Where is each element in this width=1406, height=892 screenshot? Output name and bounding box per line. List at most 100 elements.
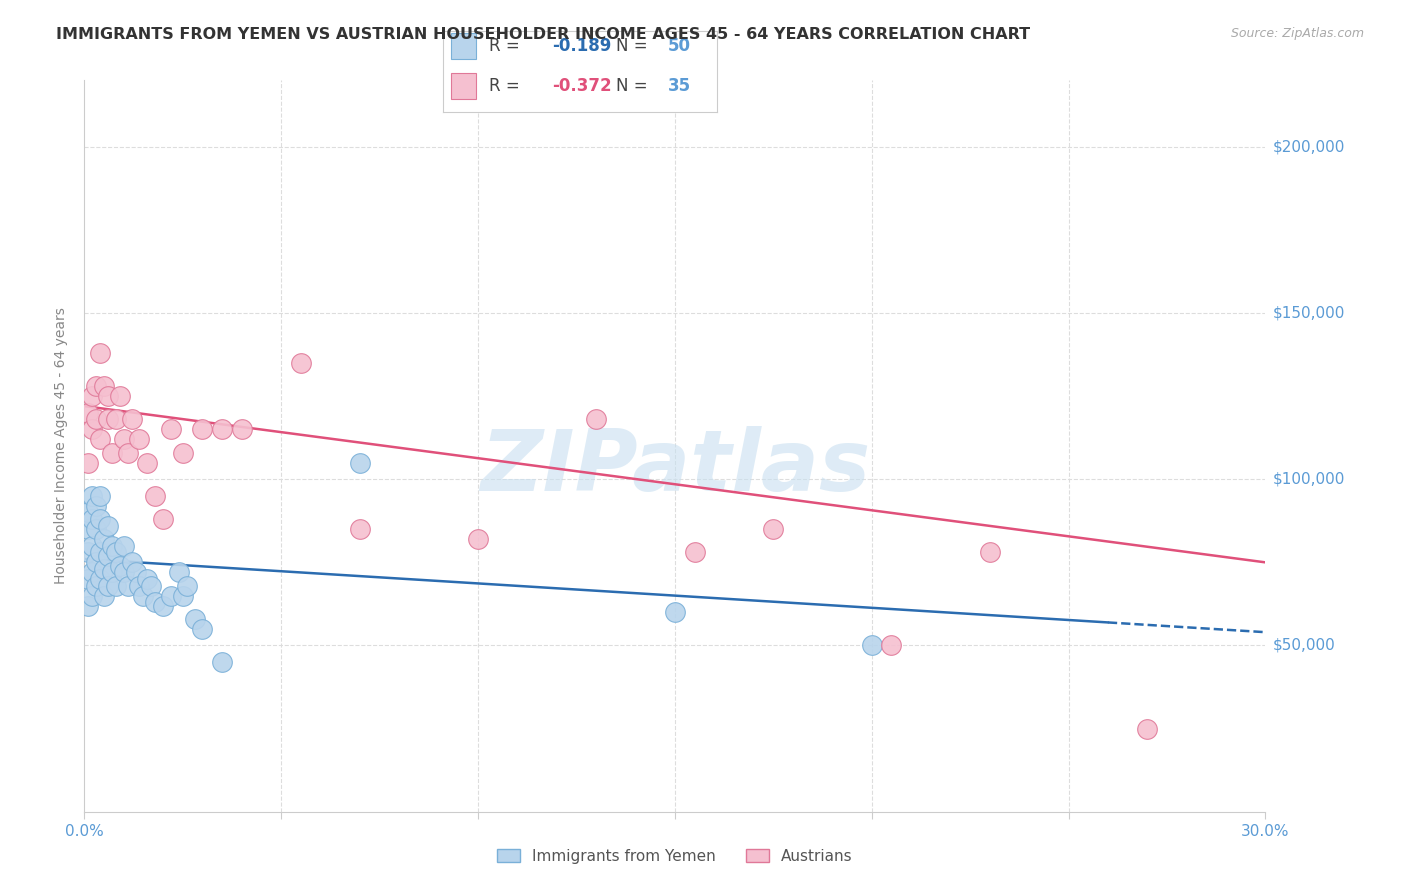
Point bbox=[167, 566, 190, 580]
Point bbox=[979, 545, 1001, 559]
Text: $50,000: $50,000 bbox=[1272, 638, 1336, 653]
Point bbox=[82, 566, 104, 580]
Point bbox=[141, 579, 163, 593]
Point bbox=[89, 512, 111, 526]
Point bbox=[152, 512, 174, 526]
Point bbox=[176, 579, 198, 593]
Point bbox=[82, 539, 104, 553]
Point bbox=[84, 379, 107, 393]
Point bbox=[160, 422, 183, 436]
Point bbox=[683, 545, 706, 559]
Point bbox=[104, 579, 127, 593]
Text: $100,000: $100,000 bbox=[1272, 472, 1344, 487]
Legend: Immigrants from Yemen, Austrians: Immigrants from Yemen, Austrians bbox=[491, 843, 859, 870]
Text: ZIPatlas: ZIPatlas bbox=[479, 426, 870, 509]
Point bbox=[108, 389, 131, 403]
Point bbox=[152, 599, 174, 613]
Text: N =: N = bbox=[616, 37, 647, 54]
Point bbox=[136, 572, 159, 586]
Point bbox=[82, 512, 104, 526]
Text: IMMIGRANTS FROM YEMEN VS AUSTRIAN HOUSEHOLDER INCOME AGES 45 - 64 YEARS CORRELAT: IMMIGRANTS FROM YEMEN VS AUSTRIAN HOUSEH… bbox=[56, 27, 1031, 42]
Point bbox=[77, 572, 100, 586]
Point bbox=[191, 622, 214, 636]
Point bbox=[101, 566, 124, 580]
Point bbox=[93, 379, 115, 393]
Point bbox=[84, 522, 107, 536]
Point bbox=[101, 445, 124, 459]
Point bbox=[97, 549, 120, 563]
Text: 35: 35 bbox=[668, 77, 690, 95]
Text: R =: R = bbox=[489, 77, 520, 95]
Point bbox=[77, 406, 100, 420]
Point bbox=[77, 456, 100, 470]
Point bbox=[143, 489, 166, 503]
Point bbox=[77, 522, 100, 536]
Point bbox=[1136, 722, 1159, 736]
Point bbox=[93, 532, 115, 546]
Point bbox=[82, 389, 104, 403]
Point bbox=[89, 545, 111, 559]
Point bbox=[349, 456, 371, 470]
Point bbox=[117, 579, 139, 593]
Text: R =: R = bbox=[489, 37, 520, 54]
Point bbox=[211, 422, 233, 436]
Point bbox=[84, 555, 107, 569]
Y-axis label: Householder Income Ages 45 - 64 years: Householder Income Ages 45 - 64 years bbox=[55, 308, 69, 584]
Point bbox=[231, 422, 253, 436]
Point bbox=[112, 433, 135, 447]
Point bbox=[77, 599, 100, 613]
Point bbox=[664, 605, 686, 619]
Point bbox=[128, 579, 150, 593]
Point bbox=[82, 489, 104, 503]
Point bbox=[172, 445, 194, 459]
Text: N =: N = bbox=[616, 77, 647, 95]
Point bbox=[136, 456, 159, 470]
Point bbox=[585, 412, 607, 426]
Text: $200,000: $200,000 bbox=[1272, 139, 1344, 154]
FancyBboxPatch shape bbox=[451, 33, 475, 59]
Point bbox=[97, 412, 120, 426]
FancyBboxPatch shape bbox=[451, 73, 475, 99]
Point bbox=[77, 545, 100, 559]
Point bbox=[104, 545, 127, 559]
Point bbox=[112, 539, 135, 553]
Point bbox=[172, 589, 194, 603]
Point bbox=[84, 499, 107, 513]
Text: Source: ZipAtlas.com: Source: ZipAtlas.com bbox=[1230, 27, 1364, 40]
Point bbox=[211, 655, 233, 669]
Point bbox=[349, 522, 371, 536]
Point bbox=[112, 566, 135, 580]
Point bbox=[191, 422, 214, 436]
Point bbox=[84, 412, 107, 426]
Text: -0.189: -0.189 bbox=[553, 37, 612, 54]
Text: $150,000: $150,000 bbox=[1272, 306, 1344, 320]
Point bbox=[132, 589, 155, 603]
Point bbox=[89, 572, 111, 586]
Point bbox=[93, 589, 115, 603]
Point bbox=[89, 489, 111, 503]
Point bbox=[880, 639, 903, 653]
Point bbox=[143, 595, 166, 609]
Point bbox=[97, 579, 120, 593]
Point bbox=[124, 566, 146, 580]
Point bbox=[121, 412, 143, 426]
Point bbox=[97, 389, 120, 403]
Point bbox=[82, 422, 104, 436]
Point bbox=[89, 433, 111, 447]
Point bbox=[82, 589, 104, 603]
Point bbox=[104, 412, 127, 426]
Point bbox=[101, 539, 124, 553]
Point bbox=[160, 589, 183, 603]
Point bbox=[762, 522, 785, 536]
Point bbox=[183, 612, 205, 626]
Point bbox=[121, 555, 143, 569]
Point bbox=[290, 356, 312, 370]
Text: 50: 50 bbox=[668, 37, 690, 54]
Point bbox=[467, 532, 489, 546]
Point bbox=[77, 506, 100, 520]
Point bbox=[117, 445, 139, 459]
Point bbox=[860, 639, 883, 653]
Point bbox=[128, 433, 150, 447]
Point bbox=[89, 346, 111, 360]
Point bbox=[93, 562, 115, 576]
